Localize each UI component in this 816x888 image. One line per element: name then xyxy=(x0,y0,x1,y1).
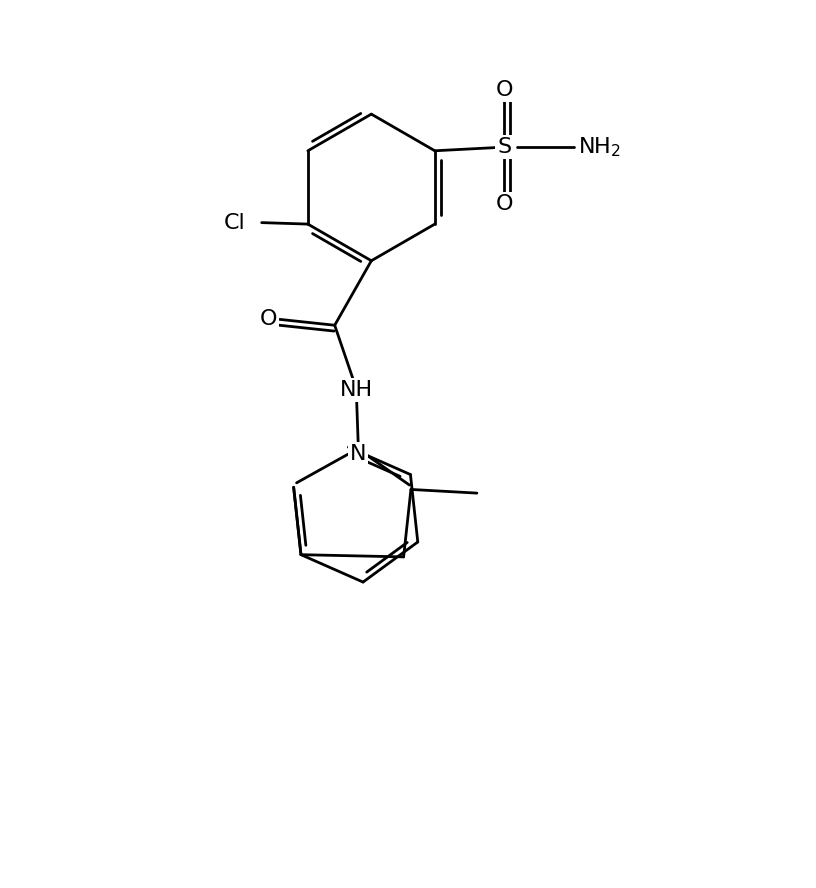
Text: Cl: Cl xyxy=(224,212,246,233)
Text: N: N xyxy=(350,444,366,464)
Text: O: O xyxy=(496,80,513,100)
Text: NH$_2$: NH$_2$ xyxy=(578,135,621,159)
Text: S: S xyxy=(498,137,512,157)
Text: O: O xyxy=(260,309,277,329)
Text: O: O xyxy=(496,194,513,214)
Text: NH: NH xyxy=(340,380,373,400)
